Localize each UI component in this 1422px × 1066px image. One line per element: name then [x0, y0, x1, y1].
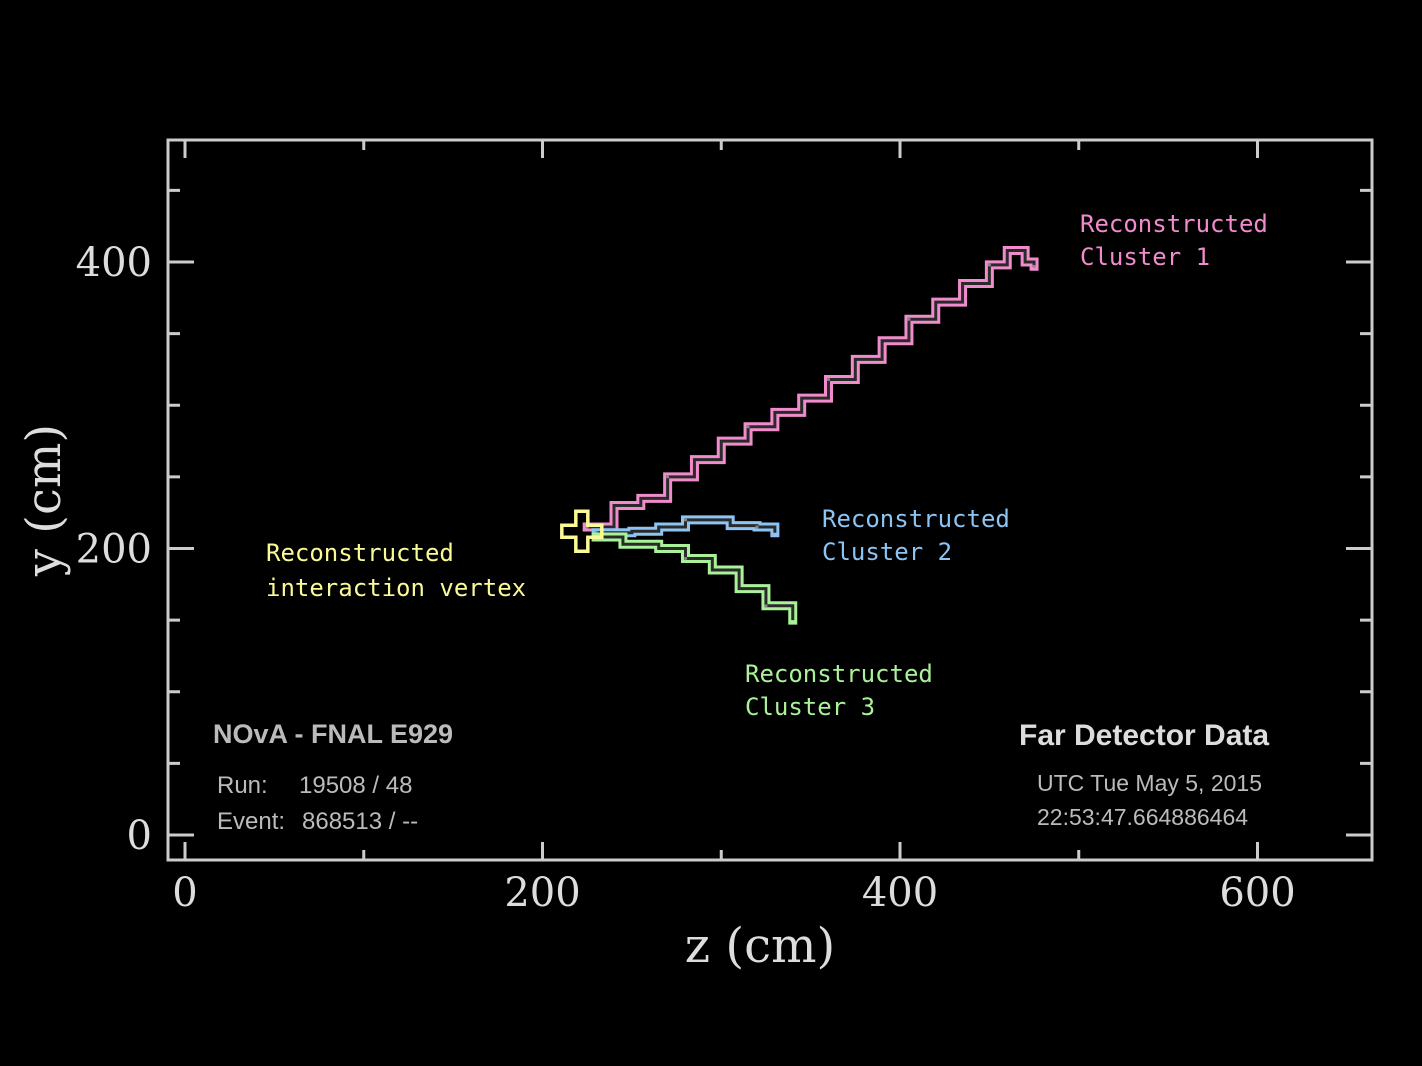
vertex-label-line1: Reconstructed: [266, 539, 454, 567]
x-tick-label: 0: [172, 870, 197, 916]
run-label: Run:: [217, 772, 268, 799]
axis-ticks: 0 200 400 600 0 200 400: [76, 140, 1372, 916]
plot-frame: [166, 138, 1374, 862]
y-axis-label: y (cm): [16, 424, 72, 577]
cluster2-label-line2: Cluster 2: [822, 538, 952, 566]
cluster3-label-line1: Reconstructed: [745, 660, 933, 688]
cluster-tracks: [582, 246, 1039, 625]
cluster1-label-line1: Reconstructed: [1080, 210, 1268, 238]
cluster1-label-line2: Cluster 1: [1080, 243, 1210, 271]
event-date: UTC Tue May 5, 2015: [1037, 770, 1262, 796]
event-time: 22:53:47.664886464: [1037, 804, 1248, 830]
cluster-3-hit: [683, 556, 688, 561]
cluster-1-hit: [826, 377, 831, 382]
cluster-2-hit: [755, 525, 759, 529]
cluster-1-hit: [987, 263, 991, 267]
y-tick-label: 200: [76, 527, 152, 573]
cluster2-label-line1: Reconstructed: [822, 505, 1010, 533]
event-label: Event:: [217, 808, 285, 835]
cluster-1-hit: [666, 475, 670, 479]
x-tick-label: 600: [1219, 870, 1295, 916]
cluster3-label-line2: Cluster 3: [745, 693, 875, 721]
experiment-title: NOvA - FNAL E929: [213, 719, 453, 749]
run-value: 19508 / 48: [299, 772, 412, 799]
cluster-1-hit: [746, 425, 750, 429]
cluster-1-hit: [907, 317, 911, 321]
cluster-3-track-core: [596, 535, 795, 621]
y-tick-label: 400: [76, 240, 152, 286]
vertex-marker-group: [560, 509, 604, 554]
x-axis-label: z (cm): [685, 918, 835, 974]
y-tick-label: 0: [127, 813, 152, 859]
vertex-label-line2: interaction vertex: [266, 574, 526, 602]
vertex-cross-marker: [560, 509, 604, 554]
cluster-3-hit: [764, 604, 768, 608]
plot-border: [166, 138, 1374, 862]
x-tick-label: 200: [504, 870, 580, 916]
x-tick-label: 400: [862, 870, 938, 916]
cluster-1-hit: [1032, 264, 1036, 268]
detector-title: Far Detector Data: [1019, 719, 1269, 752]
cluster-2-hit: [683, 518, 688, 522]
event-value: 868513 / --: [302, 808, 418, 835]
